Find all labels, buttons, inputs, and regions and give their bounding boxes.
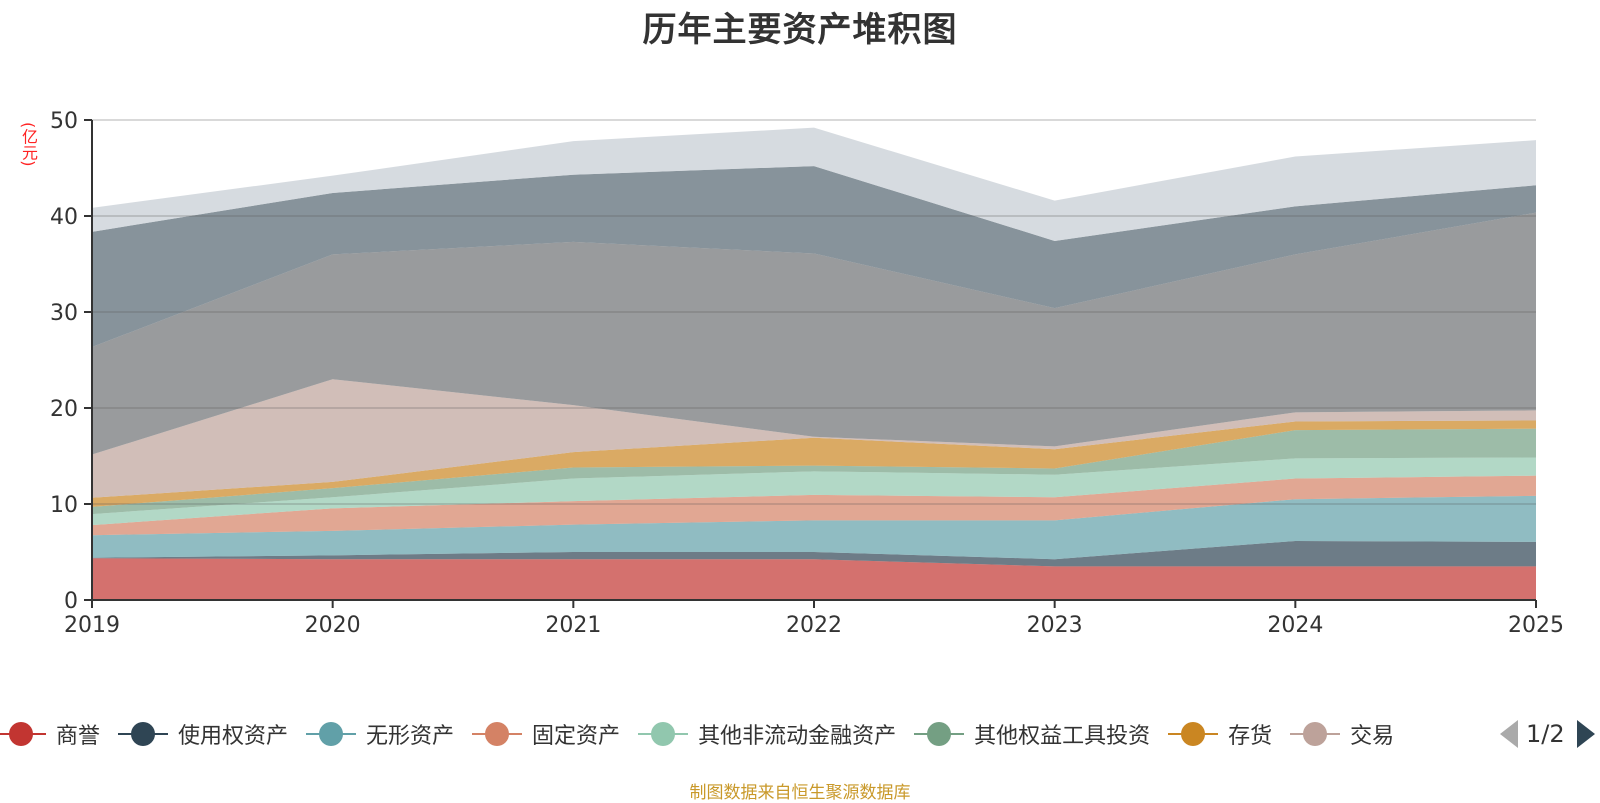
legend-prev-page-button[interactable] <box>1500 720 1518 748</box>
legend-page-indicator: 1/2 <box>1526 720 1565 748</box>
y-tick-label: 40 <box>50 205 78 230</box>
area-series-unnamed-9 <box>92 166 1536 348</box>
legend-marker-icon <box>1168 721 1219 747</box>
area-series-其他权益工具投资 <box>92 428 1536 515</box>
legend-item[interactable]: 交易 <box>1290 716 1394 752</box>
y-axis-unit-label: (亿元) <box>19 122 38 167</box>
legend-label: 其他权益工具投资 <box>974 724 1151 749</box>
data-source-footer: 制图数据来自恒生聚源数据库 <box>689 783 911 803</box>
legend-marker-icon <box>638 721 689 747</box>
legend-next-page-button[interactable] <box>1576 720 1595 748</box>
x-tick-label: 2022 <box>786 613 842 638</box>
legend-label: 商誉 <box>56 724 101 749</box>
legend-marker-icon <box>306 721 357 747</box>
x-tick-label: 2024 <box>1267 613 1323 638</box>
grid-lines <box>92 119 1536 505</box>
legend-pager: 1/2 <box>1500 716 1595 752</box>
area-series-group <box>92 127 1536 600</box>
stacked-area-chart: 0 10 20 30 40 50 2019 2020 2021 2022 2023 2024 2025 <box>50 109 1564 638</box>
legend-item[interactable]: 存货 <box>1168 716 1272 752</box>
x-tick-label: 2021 <box>545 613 601 638</box>
legend-marker-icon <box>1290 721 1341 747</box>
area-series-存货 <box>92 420 1536 507</box>
legend-item[interactable]: 其他权益工具投资 <box>914 716 1150 752</box>
x-tick-label: 2023 <box>1027 613 1083 638</box>
y-tick-label: 10 <box>50 493 78 518</box>
y-tick-label: 50 <box>50 109 78 134</box>
area-series-其他非流动金融资产 <box>92 457 1536 526</box>
x-tick-label: 2025 <box>1508 613 1564 638</box>
legend-item[interactable]: 其他非流动金融资产 <box>638 716 896 752</box>
area-series-固定资产 <box>92 475 1536 536</box>
area-series-使用权资产 <box>92 540 1536 567</box>
legend-item[interactable]: 无形资产 <box>306 716 454 752</box>
area-series-商誉 <box>92 558 1536 600</box>
legend-item[interactable]: 商誉 <box>0 716 100 752</box>
legend-label: 使用权资产 <box>178 724 289 749</box>
y-tick-label: 0 <box>64 589 78 614</box>
legend-marker-icon <box>472 721 523 747</box>
legend-item[interactable]: 固定资产 <box>472 716 620 752</box>
legend-label: 无形资产 <box>366 724 455 749</box>
legend-label: 交易 <box>1350 724 1395 749</box>
legend-marker-icon <box>118 721 169 747</box>
legend-label: 固定资产 <box>532 724 621 749</box>
y-tick-label: 20 <box>50 397 78 422</box>
legend: 商誉 使用权资产 无形资产 固定资产 其他非流动金融资产 其他权益工具投资 存货 交易 <box>0 716 1476 752</box>
axes: 0 10 20 30 40 50 2019 2020 2021 2022 2023 2024 2025 <box>50 109 1564 638</box>
legend-marker-icon <box>0 721 46 747</box>
legend-marker-icon <box>914 721 965 747</box>
legend-label: 存货 <box>1228 724 1273 749</box>
legend-item[interactable]: 使用权资产 <box>118 716 288 752</box>
x-tick-label: 2020 <box>305 613 361 638</box>
y-tick-label: 30 <box>50 301 78 326</box>
x-tick-label: 2019 <box>64 613 120 638</box>
legend-label: 其他非流动金融资产 <box>698 724 897 749</box>
area-series-unnamed-8 <box>92 212 1536 455</box>
area-series-unnamed-10 <box>92 127 1536 241</box>
area-series-无形资产 <box>92 495 1536 560</box>
chart-title: 历年主要资产堆积图 <box>642 10 958 50</box>
area-series-交易 <box>92 379 1536 498</box>
